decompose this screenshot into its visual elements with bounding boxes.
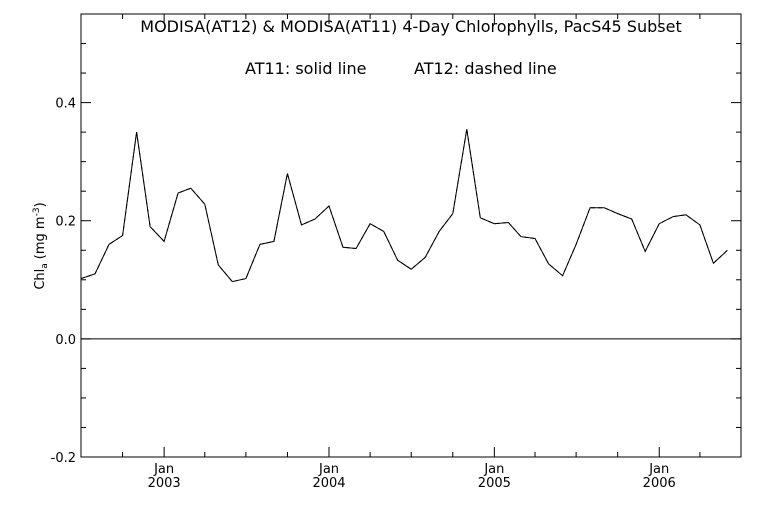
annotation-dashed-line: AT12: dashed line (414, 59, 557, 78)
x-tick-label-month: Jan (318, 462, 339, 477)
x-tick-label-month: Jan (153, 462, 174, 477)
y-axis-label-exponent: -3 (32, 207, 42, 216)
plot-frame (80, 13, 742, 458)
series-group (80, 129, 728, 283)
plot-area (80, 13, 742, 458)
series-line-at12 (80, 129, 728, 283)
y-tick-label: 0.0 (55, 333, 76, 348)
y-tick-label: -0.2 (51, 451, 76, 466)
y-tick-label: 0.4 (55, 97, 76, 112)
y-axis-label-subscript: a (40, 263, 50, 269)
y-axis-label: Chla (mg m-3) (32, 202, 50, 289)
y-tick-label: 0.2 (55, 215, 76, 230)
y-axis-label-units: (mg m (33, 216, 48, 259)
x-tick-label-month: Jan (648, 462, 669, 477)
x-tick-label-year: 2006 (643, 476, 676, 491)
y-axis-label-close: ) (33, 202, 48, 207)
y-axis: -0.2 0.0 0.2 0.4 (51, 13, 741, 466)
y-axis-label-main: Chl (33, 269, 48, 290)
x-tick-label-year: 2003 (148, 476, 181, 491)
series-line-at11 (80, 129, 728, 283)
chart-title: MODISA(AT12) & MODISA(AT11) 4-Day Chloro… (140, 17, 681, 36)
annotation-solid-line: AT11: solid line (245, 59, 366, 78)
x-tick-label-month: Jan (483, 462, 504, 477)
x-tick-label-year: 2005 (478, 476, 511, 491)
x-tick-label-year: 2004 (312, 476, 345, 491)
